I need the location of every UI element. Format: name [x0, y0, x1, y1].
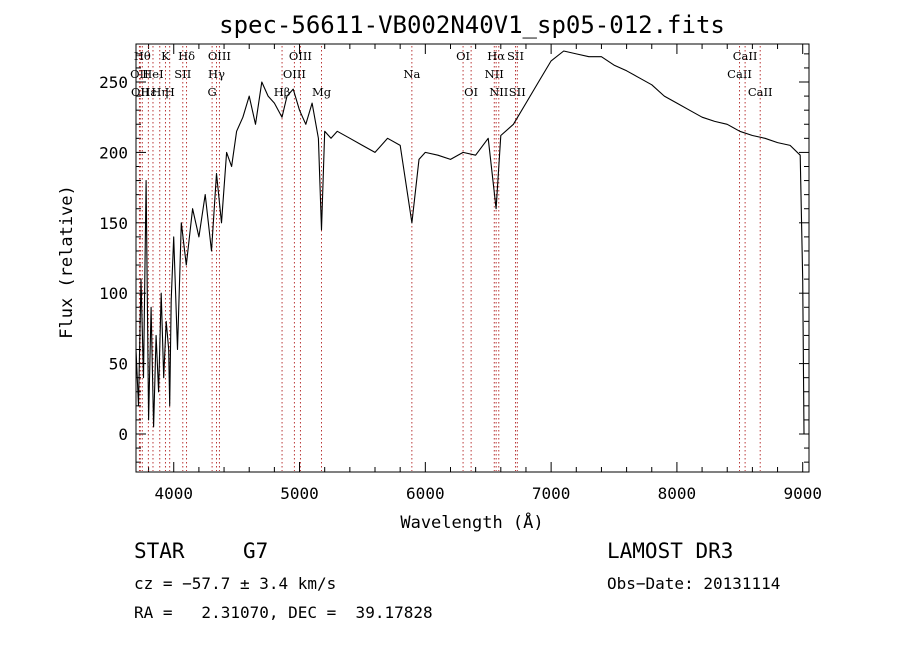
x-tick-label: 8000 — [658, 484, 697, 503]
redshift-cz: cz = −57.7 ± 3.4 km/s — [134, 574, 337, 593]
spectral-line-label: SII — [507, 49, 524, 63]
chart-title: spec-56611-VB002N40V1_sp05-012.fits — [219, 11, 725, 39]
y-tick-label: 200 — [99, 143, 128, 162]
spectral-line-label: NII — [489, 85, 508, 99]
y-tick-label: 0 — [118, 425, 128, 444]
spectral-line-label: OIII — [289, 49, 312, 63]
spectral-line-label: OII — [130, 67, 149, 81]
plot-frame — [135, 43, 810, 473]
y-tick-label: 150 — [99, 214, 128, 233]
spectral-line-label: OIII — [208, 49, 231, 63]
spectral-line-label: Na — [403, 67, 420, 81]
x-tick-label: 7000 — [532, 484, 571, 503]
spectral-line-label: OIII — [283, 67, 306, 81]
object-subclass: G7 — [243, 539, 269, 563]
spectral-line-label: G — [208, 85, 217, 99]
x-tick-label: 5000 — [280, 484, 319, 503]
spectral-line-label: Hα — [487, 49, 505, 63]
spectral-line-label: SII — [509, 85, 526, 99]
spectral-line-label: NII — [485, 67, 504, 81]
spectral-line-label: OI — [464, 85, 478, 99]
survey-name: LAMOST DR3 — [607, 539, 734, 563]
y-tick-label: 100 — [99, 284, 128, 303]
spectral-line-label: CaII — [727, 67, 752, 81]
spectral-line-label: SII — [174, 67, 191, 81]
spectral-line-label: Hδ — [178, 49, 195, 63]
spectral-line-label: K — [161, 49, 170, 63]
x-tick-label: 6000 — [406, 484, 445, 503]
spectral-line-label: Hθ — [134, 49, 151, 63]
spectral-line-label: Hε — [140, 85, 156, 99]
spectral-line-label: Hγ — [208, 67, 225, 81]
object-class: STAR — [134, 539, 185, 563]
y-tick-label: 250 — [99, 73, 128, 92]
x-axis-label: Wavelength (Å) — [400, 511, 543, 533]
ra-dec-coordinates: RA = 2.31070, DEC = 39.17828 — [134, 603, 433, 622]
x-tick-label: 4000 — [154, 484, 193, 503]
spectral-line-label: Hη — [151, 85, 168, 99]
spectrum-line — [135, 50, 805, 435]
spectral-line-label: CaII — [733, 49, 758, 63]
y-axis-label: Flux (relative) — [57, 185, 77, 339]
spectral-line-label: Mg — [312, 85, 332, 99]
observation-date: Obs−Date: 20131114 — [607, 574, 781, 593]
spectral-line-label: HeI — [142, 67, 163, 81]
spectral-line-label: H — [165, 85, 175, 99]
spectral-line-label: Hβ — [274, 85, 291, 99]
y-tick-label: 50 — [109, 355, 128, 374]
x-tick-label: 9000 — [783, 484, 822, 503]
spectral-line-label: OI — [456, 49, 470, 63]
spectral-line-label: CaII — [748, 85, 773, 99]
